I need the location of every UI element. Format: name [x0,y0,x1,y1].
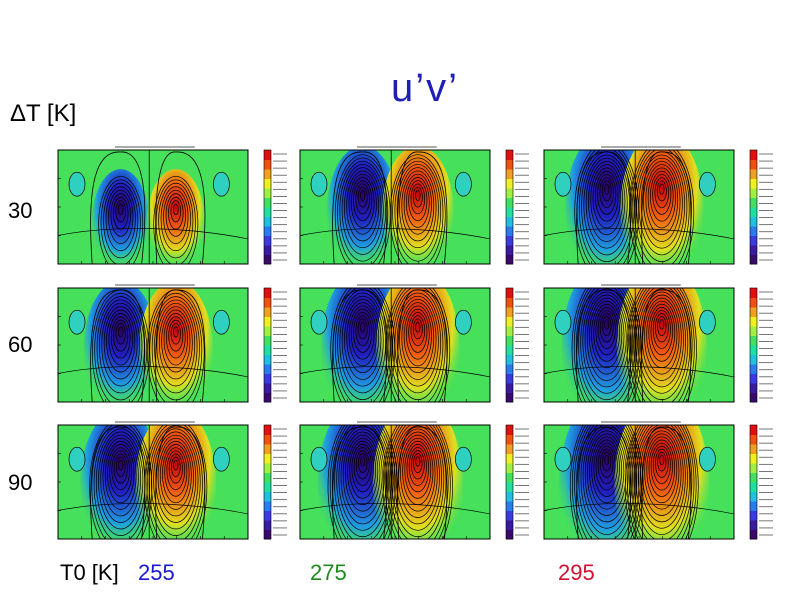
contour-panel-r1-c2 [299,146,529,265]
delta-t-axis-label: ΔT [K] [10,100,77,127]
contour-panel-r3-c2 [299,421,529,540]
column-label-255: 255 [138,560,175,585]
contour-panel-r1-c3 [543,146,773,265]
t0-axis-label: T0 [K] [60,560,119,585]
contour-panel-r2-c3 [543,284,773,403]
column-label-295: 295 [558,560,595,585]
contour-panel-r2-c1 [57,284,287,403]
figure-title: u’v’ [390,66,460,110]
contour-panel-r3-c3 [543,421,773,540]
column-label-275: 275 [310,560,347,585]
contour-panel-r3-c1 [57,421,287,540]
contour-panel-r1-c1 [57,146,287,265]
row-label-30: 30 [8,198,33,223]
row-label-60: 60 [8,332,33,357]
contour-panel-r2-c2 [299,284,529,403]
row-label-90: 90 [8,470,33,495]
